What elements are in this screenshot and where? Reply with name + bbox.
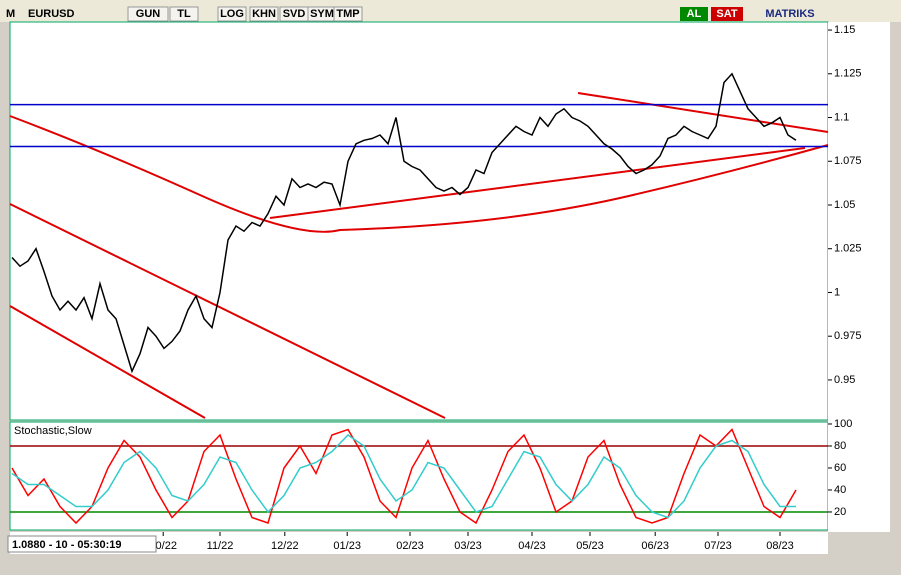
x-tick-label: 06/23 bbox=[641, 540, 669, 552]
y-tick-label: 20 bbox=[834, 506, 846, 518]
y-tick-label: 80 bbox=[834, 440, 846, 452]
channel-line bbox=[9, 203, 446, 419]
x-tick-label: 01/23 bbox=[333, 540, 361, 552]
x-tick-label: 03/23 bbox=[454, 540, 482, 552]
y-tick-label: 60 bbox=[834, 462, 846, 474]
toolbar-button-label: GUN bbox=[136, 8, 161, 20]
toolbar-button-label: TL bbox=[177, 8, 191, 20]
y-tick-label: 1.075 bbox=[834, 155, 862, 167]
toolbar-button-label: TMP bbox=[336, 8, 359, 20]
x-tick-label: 08/23 bbox=[766, 540, 794, 552]
y-tick-label: 1.15 bbox=[834, 24, 855, 36]
x-tick-label: 04/23 bbox=[518, 540, 546, 552]
series-line bbox=[11, 428, 797, 525]
x-tick-label: 12/22 bbox=[271, 540, 299, 552]
toolbar-button-label: SYM bbox=[310, 8, 334, 20]
x-tick-label: 07/23 bbox=[704, 540, 732, 552]
toolbar-button[interactable] bbox=[333, 6, 363, 22]
y-tick-label: 40 bbox=[834, 484, 846, 496]
y-tick-label: 0.95 bbox=[834, 374, 855, 386]
trend-line bbox=[269, 147, 806, 219]
toolbar-button[interactable] bbox=[217, 6, 247, 22]
moving-average bbox=[9, 115, 829, 233]
price-panel bbox=[9, 21, 829, 421]
symbol[interactable]: EURUSD bbox=[28, 8, 75, 20]
toolbar-button[interactable] bbox=[169, 6, 199, 22]
y-tick-label: 1 bbox=[834, 286, 840, 298]
buy-label: AL bbox=[687, 8, 702, 20]
toolbar-button-label: SVD bbox=[283, 8, 306, 20]
y-tick-label: 0.975 bbox=[834, 330, 862, 342]
drawings bbox=[9, 92, 829, 419]
y-tick-label: 1.025 bbox=[834, 243, 862, 255]
trend-line bbox=[577, 92, 829, 133]
brand: MATRIKS bbox=[765, 8, 814, 20]
x-tick-label: 05/23 bbox=[576, 540, 604, 552]
logo: M bbox=[6, 8, 15, 20]
y-tick-label: 1.05 bbox=[834, 199, 855, 211]
series-line bbox=[11, 72, 797, 374]
axis-area bbox=[828, 22, 890, 532]
y-tick-label: 1.1 bbox=[834, 111, 849, 123]
date-axis bbox=[10, 532, 828, 554]
buy-button[interactable] bbox=[680, 7, 708, 21]
sell-label: SAT bbox=[716, 8, 737, 20]
panel-title: Stochastic,Slow bbox=[14, 425, 92, 437]
x-tick-label: 02/23 bbox=[396, 540, 424, 552]
toolbar-button-label: KHN bbox=[252, 8, 276, 20]
status-box bbox=[7, 535, 157, 553]
series-line bbox=[11, 434, 796, 519]
x-tick-label: 11/22 bbox=[207, 540, 234, 552]
toolbar-button[interactable] bbox=[127, 6, 169, 22]
sell-button[interactable] bbox=[711, 7, 743, 21]
y-tick-label: 1.125 bbox=[834, 68, 862, 80]
toolbar-button[interactable] bbox=[249, 6, 279, 22]
toolbar-button-label: LOG bbox=[220, 8, 244, 20]
status: 1.0880 - 10 - 05:30:19 bbox=[12, 539, 121, 551]
y-tick-label: 100 bbox=[834, 418, 852, 430]
channel-line bbox=[9, 305, 206, 419]
